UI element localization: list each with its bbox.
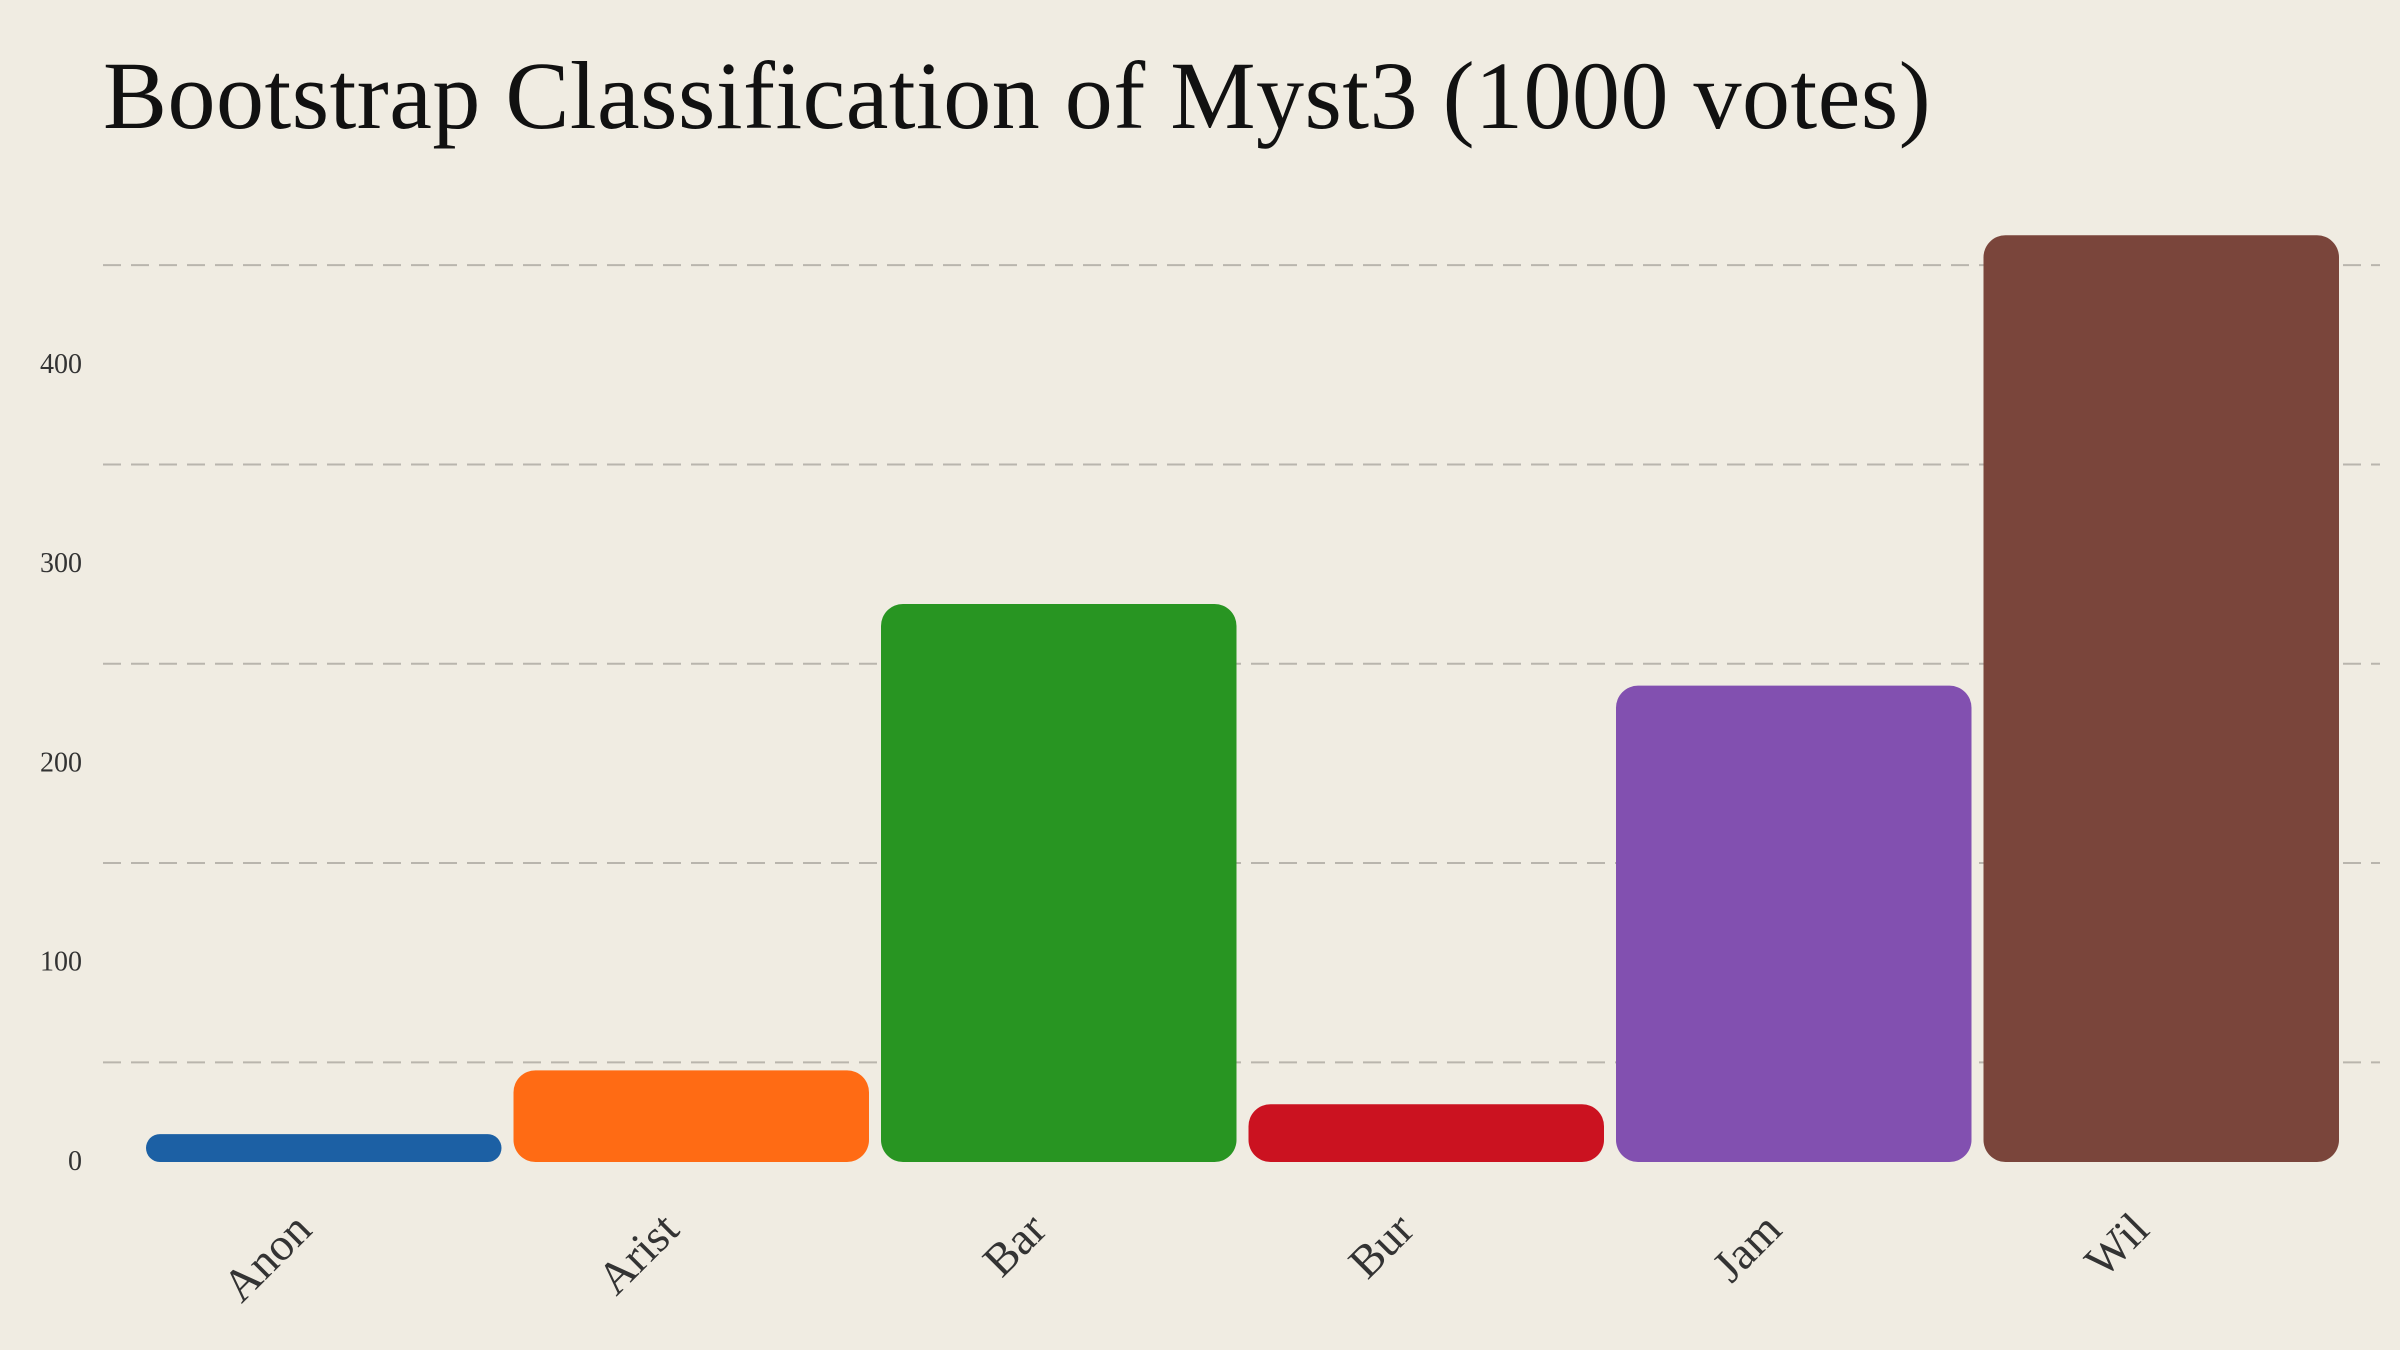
x-tick-label: Jam bbox=[1702, 1203, 1791, 1292]
chart-title: Bootstrap Classification of Myst3 (1000 … bbox=[103, 42, 1932, 149]
bar-arist bbox=[513, 1070, 869, 1162]
y-tick-label: 400 bbox=[40, 349, 82, 380]
y-axis-ticks: 0 100 200 300 400 bbox=[40, 349, 82, 1177]
bar-jam bbox=[1616, 685, 1972, 1162]
y-tick-label: 100 bbox=[40, 947, 82, 978]
x-axis-labels: Anon Arist Bar Bur Jam Wil bbox=[212, 1203, 2158, 1312]
y-tick-label: 300 bbox=[40, 548, 82, 579]
x-tick-label: Wil bbox=[2075, 1203, 2159, 1287]
y-tick-label: 0 bbox=[68, 1146, 82, 1177]
x-tick-label: Arist bbox=[587, 1203, 688, 1304]
gridlines bbox=[103, 264, 2380, 1064]
bar-bar bbox=[881, 603, 1237, 1162]
bars bbox=[146, 235, 2339, 1162]
bar-wil bbox=[1983, 235, 2339, 1162]
x-tick-label: Anon bbox=[212, 1203, 320, 1311]
x-tick-label: Bur bbox=[1338, 1203, 1423, 1288]
bar-bur bbox=[1248, 1104, 1604, 1162]
x-tick-label: Bar bbox=[973, 1203, 1056, 1286]
bar-anon bbox=[146, 1134, 502, 1162]
y-tick-label: 200 bbox=[40, 747, 82, 778]
